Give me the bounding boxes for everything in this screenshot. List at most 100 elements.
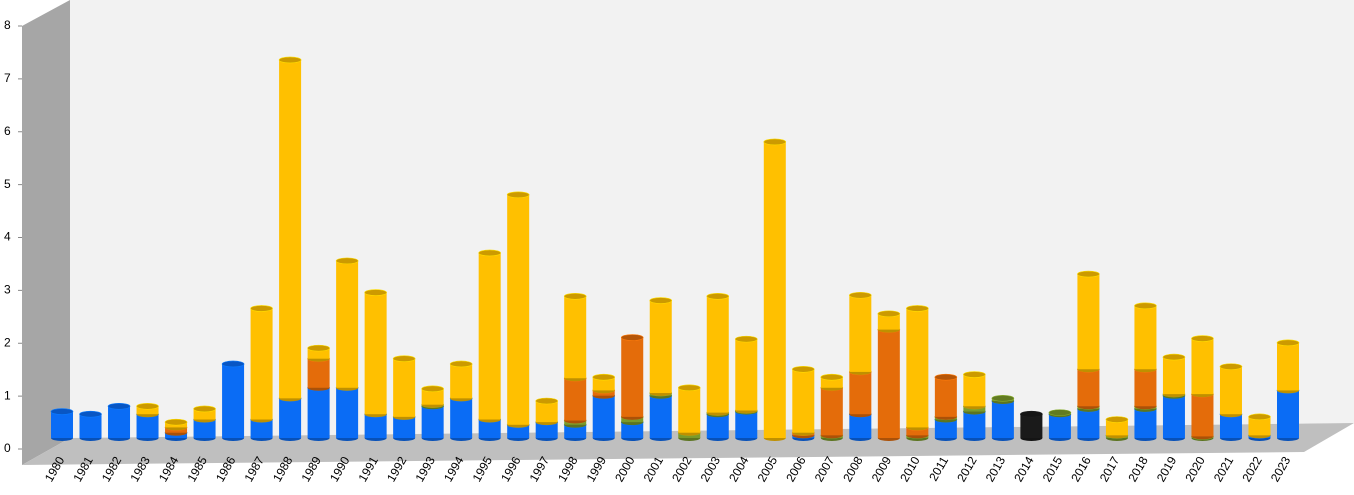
bar [51,411,73,438]
bar [250,419,273,438]
cylinder-top [620,334,644,341]
x-tick-label: 2023 [1268,454,1294,484]
bar [877,329,900,438]
bar [1134,305,1157,370]
bar [364,292,387,415]
cylinder-top [535,397,558,405]
cylinder-top [1191,335,1214,342]
bar [1077,274,1100,370]
cylinder-top [649,297,673,304]
bar [564,296,587,379]
cylinder-top [763,138,787,146]
bar [1105,419,1128,436]
cylinder-top [1248,413,1271,421]
cylinder-top [734,335,758,343]
bar [336,387,359,438]
y-tick-label: 5 [4,177,11,191]
x-tick-label: 2007 [812,454,838,484]
bar [478,252,501,420]
bar [136,406,159,415]
cylinder-top [250,305,273,312]
cylinder-top [877,310,901,318]
cylinder-top [820,373,844,381]
bar [1048,414,1071,438]
cylinder-top [506,191,530,199]
bar [1134,408,1157,438]
x-tick-label: 2021 [1211,454,1237,484]
cylinder-top [50,408,74,415]
back-wall [70,0,1354,438]
cylinder-top [478,249,501,257]
bar [1134,369,1157,407]
bar [735,411,758,438]
bar [250,308,273,420]
bar [1020,414,1043,438]
bar [193,419,216,438]
cylinder-top [677,384,701,392]
cylinder-top [107,402,131,410]
cylinder-top [934,373,958,381]
x-tick-label: 2013 [983,454,1009,484]
bar [934,377,957,417]
x-tick-label: 2014 [1011,454,1037,484]
bar [307,387,330,438]
y-tick-label: 6 [4,124,11,138]
bar [1162,395,1185,438]
bar [906,308,929,428]
bar [507,424,530,438]
x-tick-label: 2019 [1154,454,1180,484]
bar [963,374,986,407]
bar [421,406,444,438]
bar [706,296,729,413]
bar [649,300,672,394]
bar [222,363,245,438]
bar [79,414,102,438]
bar [706,414,729,438]
cylinder-top [392,355,416,362]
cylinder-top [1105,416,1129,423]
bar [1277,342,1299,391]
bar [1191,394,1214,437]
cylinder-top [164,418,188,426]
x-tick-label: 2017 [1097,454,1123,484]
bar [307,348,330,359]
cylinder-top [1162,353,1186,361]
bar [393,358,416,417]
bar [1191,338,1214,395]
cylinder-top [906,305,929,312]
cylinder-top [278,56,302,64]
y-tick-label: 1 [4,388,11,402]
bar [478,419,501,438]
bar [136,414,159,438]
bar [1248,416,1271,436]
bar [1077,408,1100,438]
x-tick-label: 2005 [755,454,781,484]
bar [450,363,473,399]
x-tick-label: 2010 [897,454,923,484]
bar [649,395,672,438]
bar [906,427,929,436]
bar [393,416,416,438]
cylinder-top [136,402,159,410]
cylinder-top [364,289,387,296]
cylinder-top [335,257,359,265]
x-tick-label: 2022 [1239,454,1265,484]
bar [763,141,786,438]
cylinder-top [849,291,872,299]
y-tick-label: 0 [4,441,11,455]
x-tick-label: 2004 [726,454,752,484]
x-tick-label: 2015 [1040,454,1066,484]
y-tick-label: 8 [4,18,11,32]
cylinder-top [1134,302,1157,310]
bar [820,387,843,436]
bar [849,414,872,438]
bar [336,260,359,388]
bar [991,400,1014,438]
bar [849,295,872,372]
bar [963,411,986,438]
cylinder-top [792,365,815,373]
cylinder-top [563,292,587,300]
cylinder-top [991,395,1015,402]
cylinder-top [592,373,616,381]
y-tick-label: 4 [4,230,11,244]
